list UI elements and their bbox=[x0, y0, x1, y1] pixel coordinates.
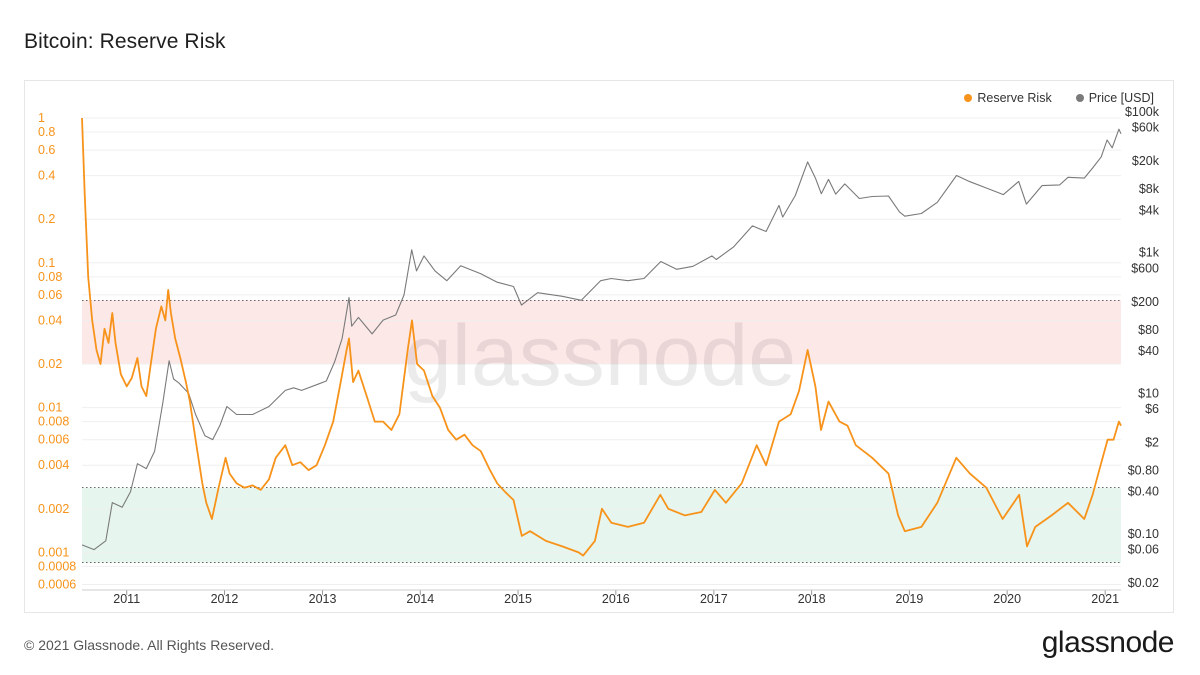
right-tick-label: $100k bbox=[1125, 105, 1160, 119]
x-tick-label: 2011 bbox=[113, 592, 140, 606]
right-tick-label: $4k bbox=[1139, 203, 1160, 217]
x-tick-label: 2021 bbox=[1091, 592, 1119, 606]
left-tick-label: 0.002 bbox=[38, 502, 69, 516]
legend-label-price: Price [USD] bbox=[1088, 91, 1154, 105]
legend-label-reserve-risk: Reserve Risk bbox=[977, 91, 1052, 105]
legend-dot-icon bbox=[1075, 94, 1084, 102]
left-tick-label: 0.08 bbox=[38, 270, 62, 284]
right-tick-label: $60k bbox=[1132, 121, 1160, 135]
left-tick-label: 0.1 bbox=[38, 256, 55, 270]
left-tick-label: 1 bbox=[38, 111, 45, 125]
right-tick-label: $80 bbox=[1138, 323, 1159, 337]
legend: Reserve Risk Price [USD] bbox=[964, 91, 1154, 105]
footer-logo[interactable]: glassnode bbox=[1041, 626, 1175, 659]
legend-item-reserve-risk[interactable]: Reserve Risk bbox=[964, 91, 1052, 105]
left-tick-label: 0.001 bbox=[38, 545, 69, 559]
right-tick-label: $20k bbox=[1132, 154, 1160, 168]
x-tick-label: 2020 bbox=[993, 592, 1021, 606]
right-tick-label: $8k bbox=[1139, 182, 1160, 196]
left-tick-label: 0.2 bbox=[38, 212, 55, 226]
left-tick-label: 0.004 bbox=[38, 458, 69, 472]
right-tick-label: $40 bbox=[1138, 344, 1159, 358]
left-tick-label: 0.006 bbox=[38, 433, 69, 447]
x-tick-label: 2012 bbox=[211, 592, 239, 606]
x-tick-label: 2017 bbox=[700, 592, 728, 606]
chart-frame bbox=[24, 80, 1174, 613]
x-tick-label: 2015 bbox=[504, 592, 532, 606]
reserve-risk-line bbox=[81, 117, 1122, 557]
x-tick-label: 2013 bbox=[309, 592, 337, 606]
risk-band bbox=[82, 300, 1121, 365]
right-tick-label: $200 bbox=[1131, 295, 1159, 309]
watermark: glassnode bbox=[404, 308, 796, 404]
left-tick-label: 0.0006 bbox=[38, 578, 76, 592]
legend-dot-icon bbox=[964, 94, 973, 102]
right-tick-label: $1k bbox=[1139, 246, 1160, 260]
right-tick-label: $0.80 bbox=[1128, 464, 1159, 478]
left-tick-label: 0.06 bbox=[38, 288, 62, 302]
right-tick-label: $0.40 bbox=[1128, 485, 1159, 499]
x-tick-label: 2016 bbox=[602, 592, 630, 606]
right-tick-label: $2 bbox=[1145, 436, 1159, 450]
right-tick-label: $0.10 bbox=[1128, 527, 1159, 541]
x-tick-label: 2019 bbox=[895, 592, 923, 606]
x-tick-label: 2018 bbox=[798, 592, 826, 606]
left-tick-label: 0.8 bbox=[38, 125, 55, 139]
chart-title: Bitcoin: Reserve Risk bbox=[24, 30, 226, 53]
left-tick-label: 0.6 bbox=[38, 143, 55, 157]
left-tick-label: 0.02 bbox=[38, 357, 62, 371]
right-tick-label: $600 bbox=[1131, 261, 1159, 275]
right-tick-label: $0.06 bbox=[1128, 543, 1159, 557]
risk-band bbox=[82, 487, 1121, 563]
left-tick-label: 0.0008 bbox=[38, 559, 76, 573]
right-tick-label: $6 bbox=[1145, 402, 1159, 416]
legend-item-price[interactable]: Price [USD] bbox=[1075, 91, 1154, 105]
x-tick-label: 2014 bbox=[406, 592, 434, 606]
left-tick-label: 0.04 bbox=[38, 313, 62, 327]
left-tick-label: 0.008 bbox=[38, 415, 69, 429]
left-tick-label: 0.4 bbox=[38, 169, 55, 183]
price-line bbox=[81, 128, 1122, 551]
right-tick-label: $10 bbox=[1138, 386, 1159, 400]
right-tick-label: $0.02 bbox=[1128, 576, 1159, 590]
left-tick-label: 0.01 bbox=[38, 401, 62, 415]
footer-copyright: © 2021 Glassnode. All Rights Reserved. bbox=[24, 637, 275, 653]
